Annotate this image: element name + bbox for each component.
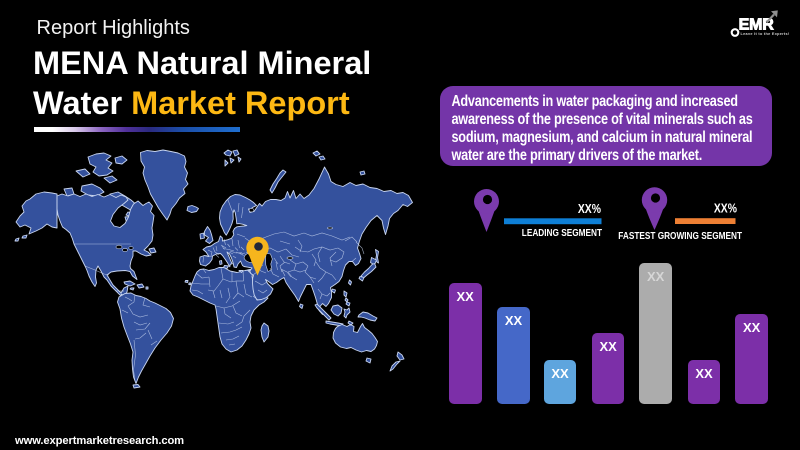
svg-text:LEADING SEGMENT: LEADING SEGMENT — [522, 227, 602, 238]
svg-text:XX%: XX% — [714, 201, 738, 215]
svg-text:EMR: EMR — [739, 17, 775, 34]
svg-text:FASTEST GROWING SEGMENT: FASTEST GROWING SEGMENT — [618, 230, 742, 241]
svg-text:XX%: XX% — [578, 202, 602, 216]
svg-text:Leave It to the Experts!: Leave It to the Experts! — [741, 32, 790, 36]
